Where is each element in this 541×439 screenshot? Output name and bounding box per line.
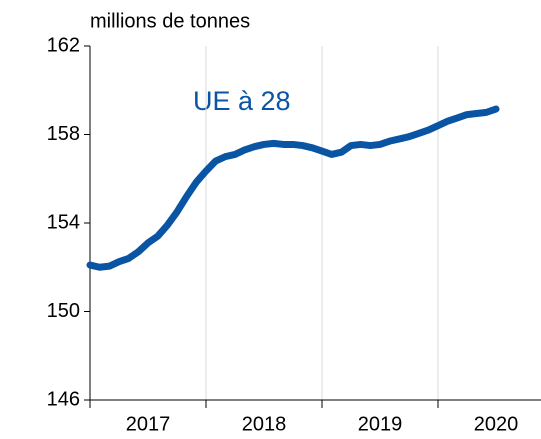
x-tick-label: 2017 — [126, 413, 171, 435]
x-tick-label: 2018 — [242, 413, 287, 435]
y-tick-label: 150 — [47, 300, 80, 322]
annotation: UE à 28 — [193, 86, 291, 116]
y-tick-label: 146 — [47, 388, 80, 410]
data-line — [86, 105, 500, 271]
axis-label: millions de tonnes — [90, 10, 250, 32]
x-tick-label: 2020 — [474, 413, 519, 435]
x-tick-label: 2019 — [358, 413, 403, 435]
y-tick-label: 162 — [47, 34, 80, 56]
y-tick-label: 154 — [47, 211, 80, 233]
y-tick-label: 158 — [47, 123, 80, 145]
